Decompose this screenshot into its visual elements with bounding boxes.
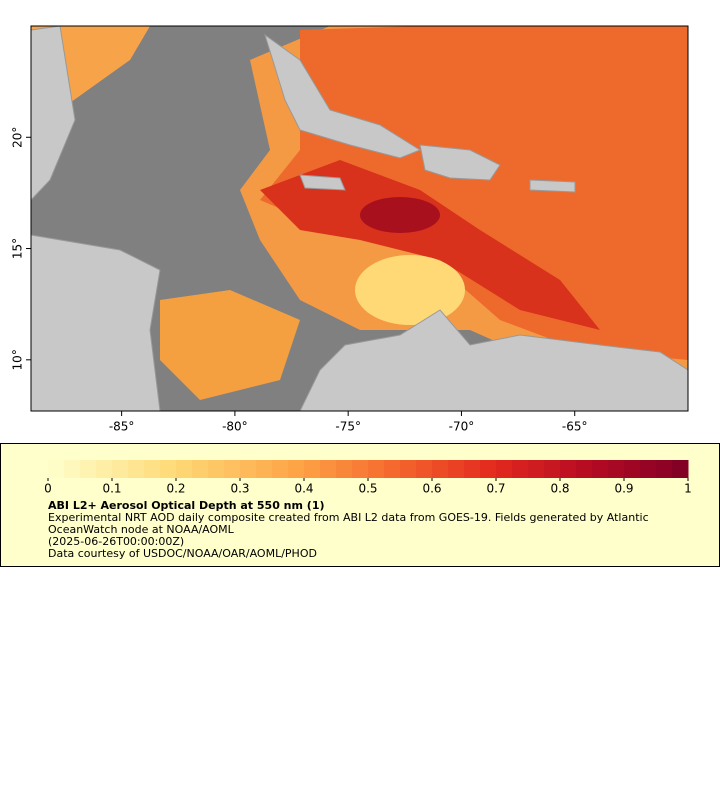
aerosol-area [160, 290, 300, 400]
land [419, 144, 501, 181]
y-tick-label: 15° [11, 238, 25, 259]
colorbar-step [288, 460, 305, 478]
land [31, 234, 161, 411]
aerosol-area [260, 160, 600, 330]
colorbar-tick-label: 0.2 [166, 482, 185, 496]
colorbar-step [528, 460, 545, 478]
aerosol-area [360, 197, 440, 233]
colorbar-step [560, 460, 577, 478]
legend-title: ABI L2+ Aerosol Optical Depth at 550 nm … [48, 499, 325, 512]
colorbar-step [496, 460, 513, 478]
colorbar-tick-label: 0.9 [614, 482, 633, 496]
colorbar-step [304, 460, 321, 478]
map-area [31, 26, 688, 411]
colorbar-step [224, 460, 241, 478]
colorbar-step [672, 460, 689, 478]
y-tick-label: 20° [11, 127, 25, 148]
map-frame [30, 25, 689, 412]
colorbar-step [320, 460, 337, 478]
colorbar-tick-label: 0.1 [102, 482, 121, 496]
colorbar-step [352, 460, 369, 478]
x-tick-label: -70° [449, 420, 475, 434]
colorbar-step [640, 460, 657, 478]
colorbar-tick-label: 0 [44, 482, 52, 496]
colorbar-step [256, 460, 273, 478]
land [529, 179, 576, 193]
land [299, 309, 688, 411]
colorbar-step [544, 460, 561, 478]
colorbar-step [384, 460, 401, 478]
colorbar-step [400, 460, 417, 478]
colorbar-step [416, 460, 433, 478]
colorbar-step [368, 460, 385, 478]
legend-credit: Data courtesy of USDOC/NOAA/OAR/AOML/PHO… [48, 547, 317, 560]
colorbar-step [592, 460, 609, 478]
y-tick-label: 10° [11, 349, 25, 370]
legend-time: (2025-06-26T00:00:00Z) [48, 535, 185, 548]
colorbar-step [128, 460, 145, 478]
x-tick-label: -75° [335, 420, 361, 434]
land [264, 33, 422, 159]
colorbar-step [160, 460, 177, 478]
colorbar-step [656, 460, 673, 478]
colorbar-tick-label: 1 [684, 482, 692, 496]
land [31, 26, 76, 201]
colorbar-tick-label: 0.3 [230, 482, 249, 496]
aerosol-area [260, 26, 688, 360]
colorbar-step [48, 460, 65, 478]
colorbar-step [432, 460, 449, 478]
colorbar-tick-label: 0.5 [358, 482, 377, 496]
colorbar-step [96, 460, 113, 478]
colorbar-step [272, 460, 289, 478]
colorbar-step [464, 460, 481, 478]
x-tick-label: -85° [109, 420, 135, 434]
colorbar-step [480, 460, 497, 478]
colorbar-step [144, 460, 161, 478]
colorbar-step [512, 460, 529, 478]
land [299, 174, 346, 191]
legend-description: Experimental NRT AOD daily composite cre… [48, 511, 649, 536]
colorbar-tick-label: 0.7 [486, 482, 505, 496]
colorbar-tick-label: 0.8 [550, 482, 569, 496]
colorbar-tick-label: 0.6 [422, 482, 441, 496]
colorbar-tick-label: 0.4 [294, 482, 313, 496]
colorbar-step [336, 460, 353, 478]
colorbar-step [240, 460, 257, 478]
colorbar-step [112, 460, 129, 478]
colorbar-step [576, 460, 593, 478]
colorbar-step [448, 460, 465, 478]
colorbar-step [64, 460, 81, 478]
x-tick-label: -65° [562, 420, 588, 434]
colorbar-step [80, 460, 97, 478]
aerosol-area [355, 255, 465, 325]
x-tick-label: -80° [222, 420, 248, 434]
colorbar-step [608, 460, 625, 478]
colorbar-step [208, 460, 225, 478]
colorbar-step [624, 460, 641, 478]
colorbar-step [192, 460, 209, 478]
colorbar-step [176, 460, 193, 478]
legend-text: ABI L2+ Aerosol Optical Depth at 550 nm … [48, 500, 688, 560]
